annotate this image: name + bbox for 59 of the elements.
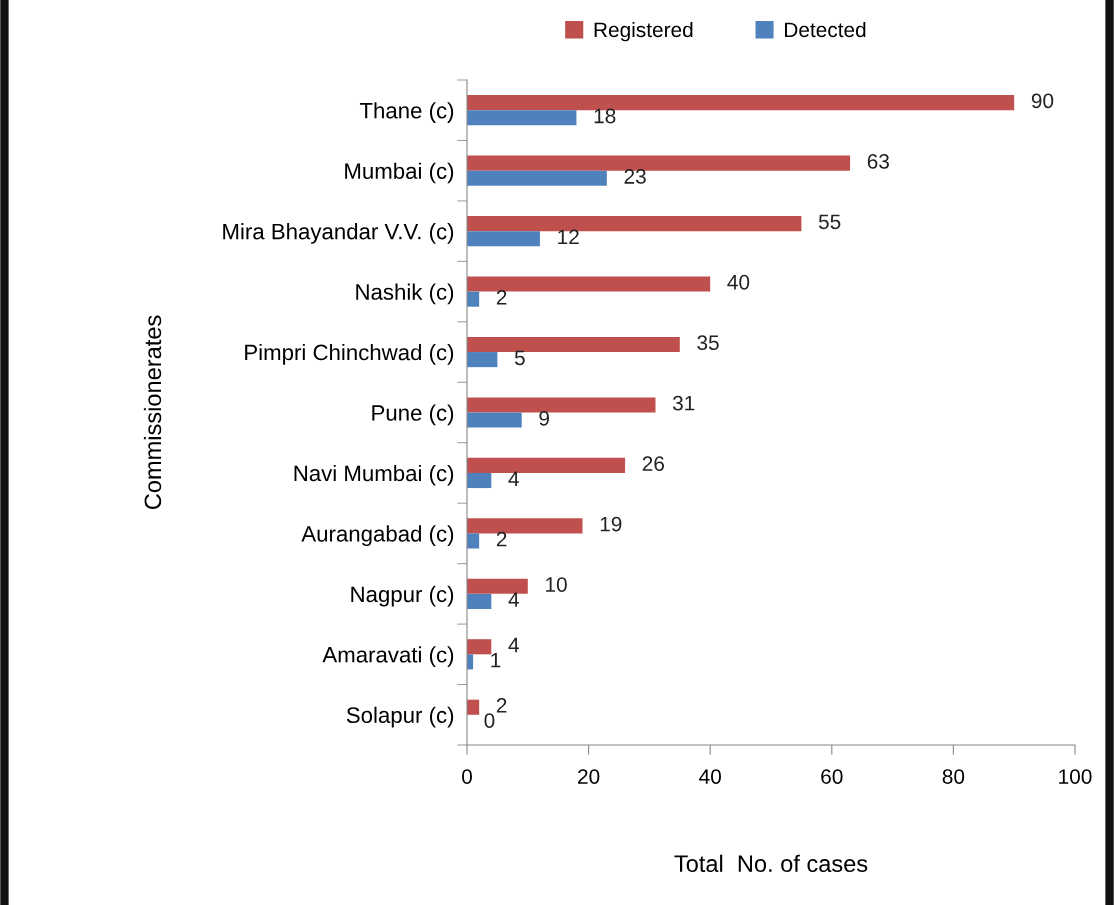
- bar: [467, 639, 492, 655]
- data-label: 90: [1031, 93, 1054, 109]
- x-tick-label: 80: [942, 769, 965, 784]
- data-label: 19: [600, 516, 622, 532]
- bar: [467, 457, 626, 473]
- y-tick-label: Thane (c): [359, 102, 454, 123]
- bar: [467, 472, 492, 489]
- y-tick-label: Pimpri Chinchwad (c): [245, 343, 454, 365]
- data-label: 63: [867, 153, 889, 169]
- bar: [467, 276, 711, 292]
- data-label: 12: [558, 229, 579, 245]
- legend-label: Detected: [785, 21, 866, 38]
- bar: [467, 593, 492, 609]
- data-label: 35: [697, 335, 719, 351]
- data-label: 4: [508, 471, 519, 486]
- bar: [467, 578, 528, 594]
- data-label: 40: [727, 274, 750, 290]
- data-label: 10: [546, 577, 567, 592]
- bar: [467, 533, 480, 549]
- legend-label: Registered: [594, 21, 693, 42]
- data-label: 23: [624, 169, 646, 184]
- x-tick-label: 100: [1059, 769, 1092, 784]
- y-tick-label: Solapur (c): [346, 706, 454, 728]
- y-tick-label: Nagpur (c): [351, 585, 454, 607]
- x-tick-label: 60: [821, 769, 843, 784]
- x-tick-label: 0: [462, 769, 472, 784]
- data-label: 2: [496, 698, 507, 713]
- data-label: 5: [514, 350, 525, 366]
- x-tick-label: 20: [578, 769, 600, 784]
- y-tick-label: Mumbai (c): [345, 162, 454, 184]
- y-tick-label: Amaravati (c): [322, 646, 454, 667]
- data-label: 9: [539, 410, 549, 426]
- bar: [467, 170, 607, 186]
- bar: [467, 291, 480, 307]
- bar: [467, 110, 577, 126]
- y-tick-label: Aurangabad (c): [301, 525, 454, 547]
- data-label: 18: [594, 108, 616, 124]
- data-label: 4: [508, 592, 519, 607]
- x-axis-title: Total No. of cases: [674, 854, 868, 873]
- data-label: 0: [484, 713, 495, 728]
- data-label: 2: [496, 531, 507, 547]
- data-label: 4: [508, 637, 519, 653]
- bar: [467, 412, 522, 428]
- bar: [467, 397, 656, 413]
- bar: [467, 352, 498, 368]
- data-label: 1: [491, 652, 501, 668]
- y-tick-label: Pune (c): [372, 404, 454, 426]
- bar: [467, 699, 480, 715]
- y-tick-label: Navi Mumbai (c): [294, 464, 454, 486]
- data-label: 26: [642, 456, 664, 471]
- data-label: 2: [496, 289, 507, 305]
- data-label: 55: [818, 214, 841, 230]
- y-axis-title: Commissionerates: [143, 315, 162, 510]
- x-tick-label: 40: [699, 769, 721, 784]
- y-tick-label: Mira Bhayandar V.V. (c): [223, 223, 454, 244]
- bar: [467, 231, 540, 247]
- bar: [467, 155, 851, 171]
- data-label: 31: [672, 395, 695, 411]
- y-tick-label: Nashik (c): [356, 283, 454, 305]
